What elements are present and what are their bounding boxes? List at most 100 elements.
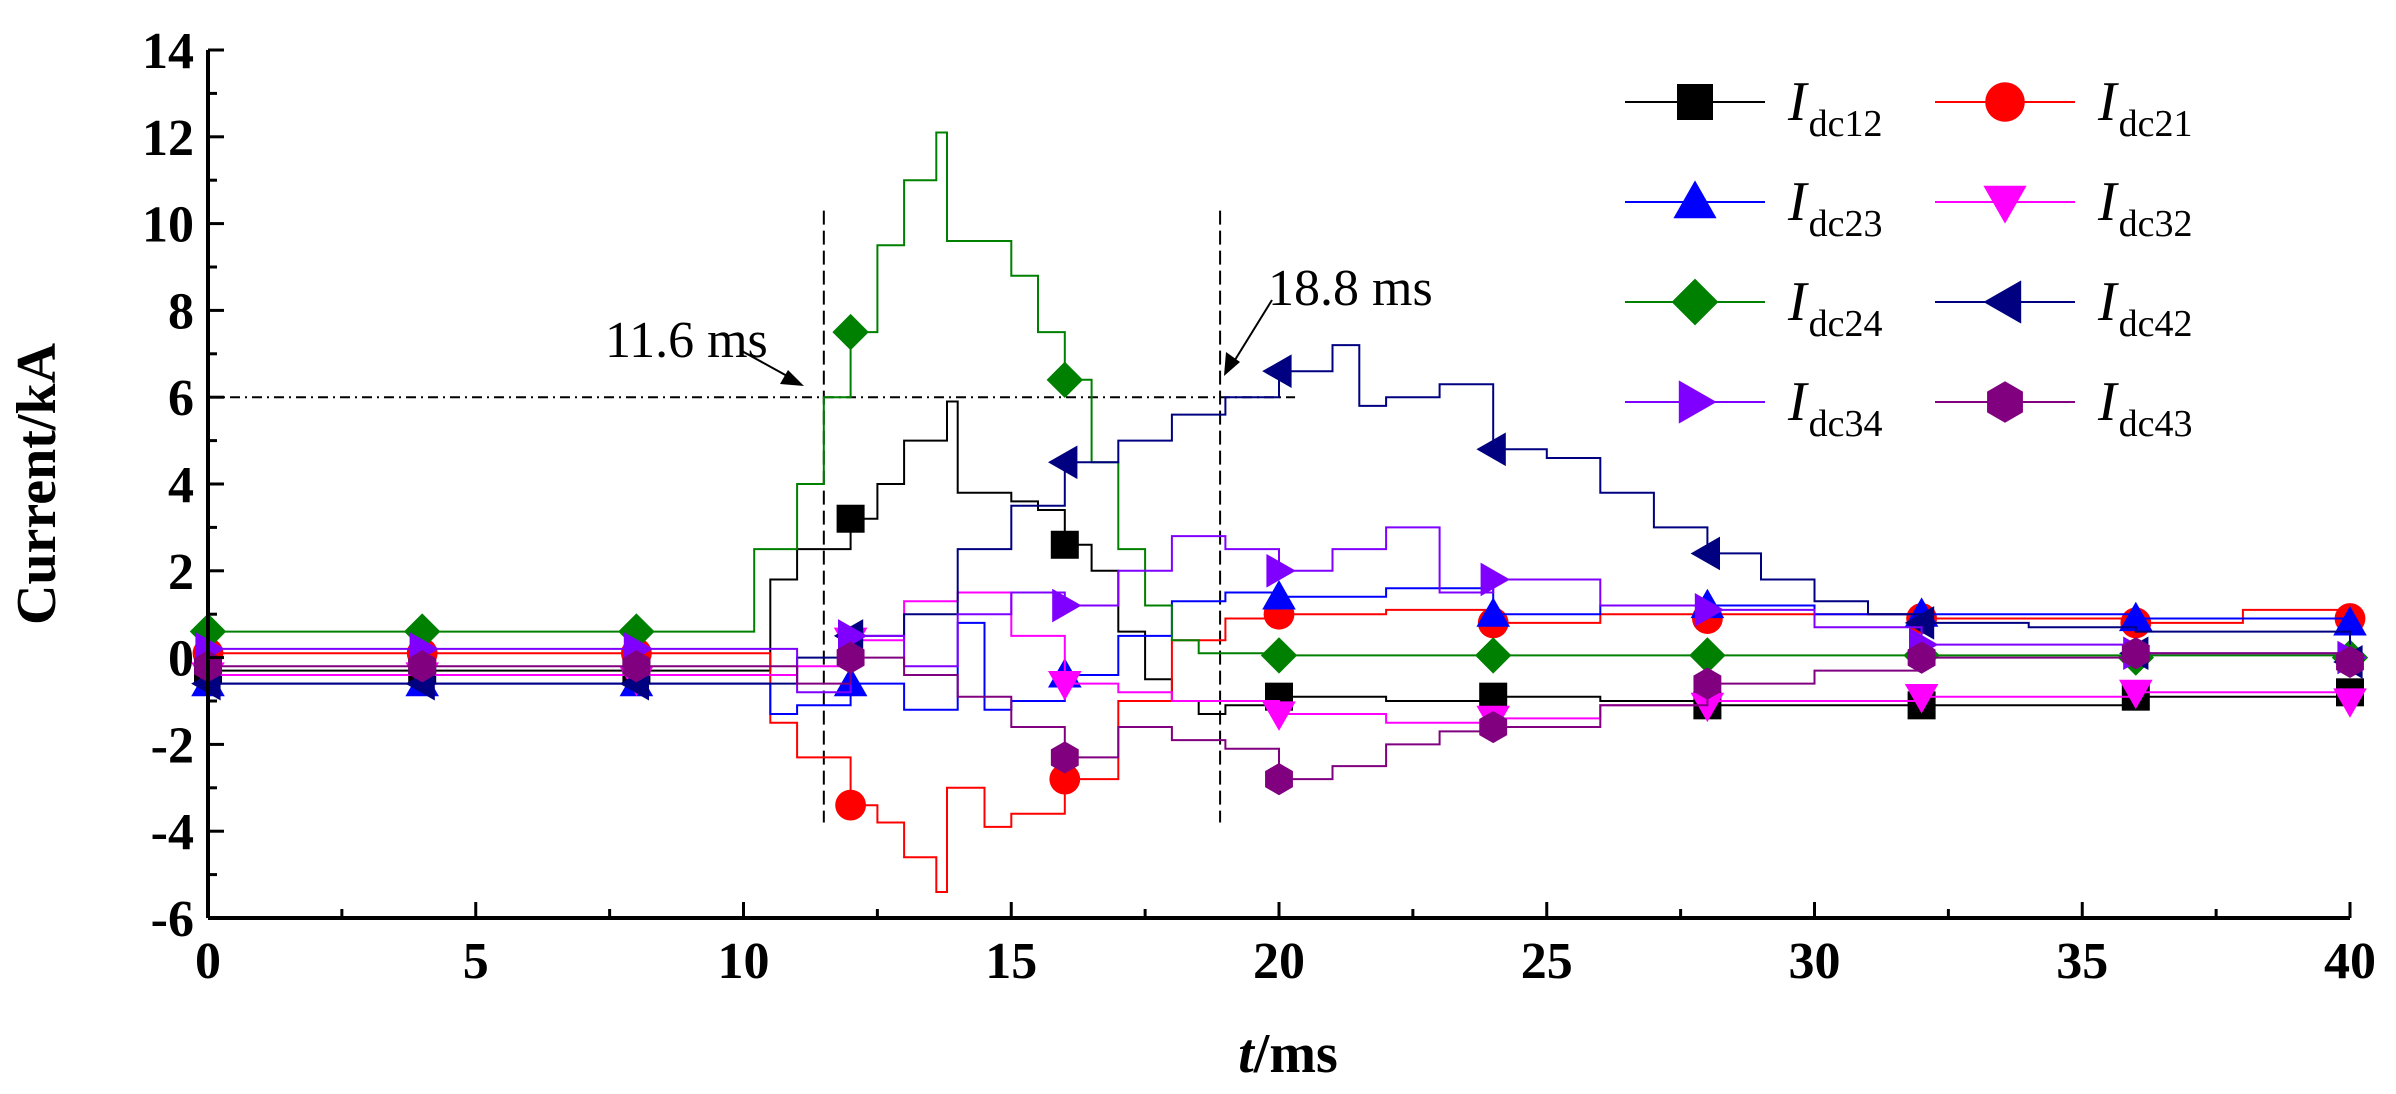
legend-label-sub: dc42 [2119, 303, 2193, 345]
y-axis-title: Current/kA [6, 342, 68, 625]
legend-label-main: I [1787, 171, 1809, 233]
y-tick-label: 0 [168, 631, 194, 688]
legend-item-dc21: Idc21 [1935, 71, 2193, 145]
legend-label-main: I [1787, 371, 1809, 433]
series-marker-dc24 [1689, 637, 1726, 674]
legend-label-dc43: Idc43 [2097, 371, 2193, 445]
series-marker-dc21 [835, 789, 866, 821]
series-marker-dc43 [836, 641, 865, 674]
legend-label-sub: dc23 [1809, 203, 1883, 245]
x-axis-title-italic: t [1238, 1023, 1255, 1085]
y-tick-label: 8 [168, 283, 194, 340]
y-tick-label: -6 [151, 891, 194, 948]
series-marker-dc43 [408, 650, 437, 683]
series-marker-dc43 [1693, 667, 1722, 700]
reference-lines [208, 210, 1296, 823]
series-marker-dc43 [1265, 763, 1293, 796]
arrow-18-8-head [1224, 352, 1240, 376]
legend-label-dc24: Idc24 [1787, 271, 1883, 345]
series-marker-dc12 [836, 504, 865, 533]
series-marker-dc42 [1476, 432, 1506, 467]
y-tick-label: 14 [142, 23, 194, 80]
annotation-11-6: 11.6 ms [605, 312, 768, 369]
series-line-dc12 [208, 400, 2351, 715]
x-tick-label: 40 [2324, 933, 2376, 990]
series-marker-dc34 [1052, 588, 1082, 623]
series-marker-dc43 [622, 650, 651, 683]
series-marker-dc34 [1266, 554, 1296, 588]
series-marker-dc43 [1907, 641, 1936, 674]
legend-label-sub: dc34 [1809, 403, 1883, 445]
series-marker-dc24 [618, 613, 655, 650]
series-marker-dc43 [1479, 710, 1508, 744]
series-marker-dc12 [1050, 530, 1079, 559]
ticks: 0 5 10 15 20 25 30 35 40 -6 -4 -2 0 2 4 6 8 10 12 14 [142, 23, 2376, 990]
legend-label-sub: dc12 [1809, 103, 1883, 145]
legend-item-dc23: Idc23 [1625, 171, 1883, 245]
legend-item-dc34: Idc34 [1625, 371, 1883, 445]
x-tick-label: 5 [463, 933, 489, 990]
series-marker-dc32 [2119, 679, 2153, 710]
series-marker-dc34 [838, 619, 868, 653]
y-tick-label: 6 [168, 370, 194, 427]
legend-marker-dc23 [1673, 180, 1717, 219]
series-marker-dc24 [1475, 637, 1512, 674]
x-tick-label: 0 [195, 933, 221, 990]
series-marker-dc43 [2121, 637, 2150, 670]
series-marker-dc23 [2119, 601, 2153, 632]
series-marker-dc34 [1694, 593, 1725, 627]
legend-label-sub: dc21 [2119, 103, 2193, 145]
legend-item-dc24: Idc24 [1625, 271, 1883, 345]
legend-label-main: I [1787, 271, 1809, 333]
series-marker-dc32 [2333, 688, 2367, 718]
legend-label-main: I [2097, 171, 2119, 233]
y-tick-label: 12 [142, 110, 194, 167]
legend-item-dc42: Idc42 [1935, 271, 2193, 345]
series-marker-dc24 [404, 613, 441, 650]
legend-label-dc34: Idc34 [1787, 371, 1883, 445]
legend-label-main: I [1787, 71, 1809, 133]
annotation-18-8: 18.8 ms [1268, 260, 1433, 317]
legend-marker-dc42 [1983, 280, 2022, 324]
x-tick-label: 20 [1253, 933, 1305, 990]
y-tick-label: 4 [168, 457, 194, 514]
series-marker-dc24 [1260, 637, 1298, 674]
annotation-arrows [739, 299, 1273, 386]
series-marker-dc42 [1262, 354, 1292, 388]
series-marker-dc32 [1262, 701, 1296, 731]
legend-label-sub: dc43 [2119, 403, 2193, 445]
series-layer [189, 131, 2369, 893]
legend-item-dc32: Idc32 [1935, 171, 2193, 245]
legend-item-dc12: Idc12 [1625, 71, 1883, 145]
series-marker-dc32 [1048, 671, 1082, 701]
legend-label-dc32: Idc32 [2097, 171, 2193, 245]
x-tick-label: 30 [1789, 933, 1841, 990]
legend-item-dc43: Idc43 [1935, 371, 2193, 445]
arrow-18-8 [1229, 299, 1273, 369]
series-line-dc24 [208, 131, 2351, 658]
x-tick-label: 15 [985, 933, 1037, 990]
series-line-dc42 [208, 344, 2351, 685]
arrow-11-6-head [780, 370, 804, 386]
y-tick-label: 2 [168, 544, 194, 601]
y-tick-label: 10 [142, 197, 194, 254]
series-marker-dc32 [1904, 684, 1939, 714]
x-tick-label: 35 [2056, 933, 2108, 990]
x-tick-label: 25 [1521, 933, 1573, 990]
series-marker-dc32 [1690, 692, 1725, 723]
series-marker-dc43 [2336, 645, 2364, 679]
series-marker-dc24 [832, 313, 869, 351]
legend-label-dc12: Idc12 [1787, 71, 1883, 145]
legend-marker-dc32 [1983, 185, 2027, 224]
legend-marker-dc21 [1985, 82, 2025, 122]
legend-marker-dc43 [1987, 381, 2023, 423]
y-tick-label: -4 [151, 804, 194, 861]
x-axis-title-rest: /ms [1253, 1023, 1338, 1085]
series-marker-dc42 [1048, 445, 1078, 480]
y-tick-label: -2 [151, 717, 194, 774]
series-marker-dc43 [1050, 741, 1079, 774]
x-axis-title: t/ms [1238, 1023, 1338, 1085]
series-marker-dc24 [1046, 361, 1083, 399]
